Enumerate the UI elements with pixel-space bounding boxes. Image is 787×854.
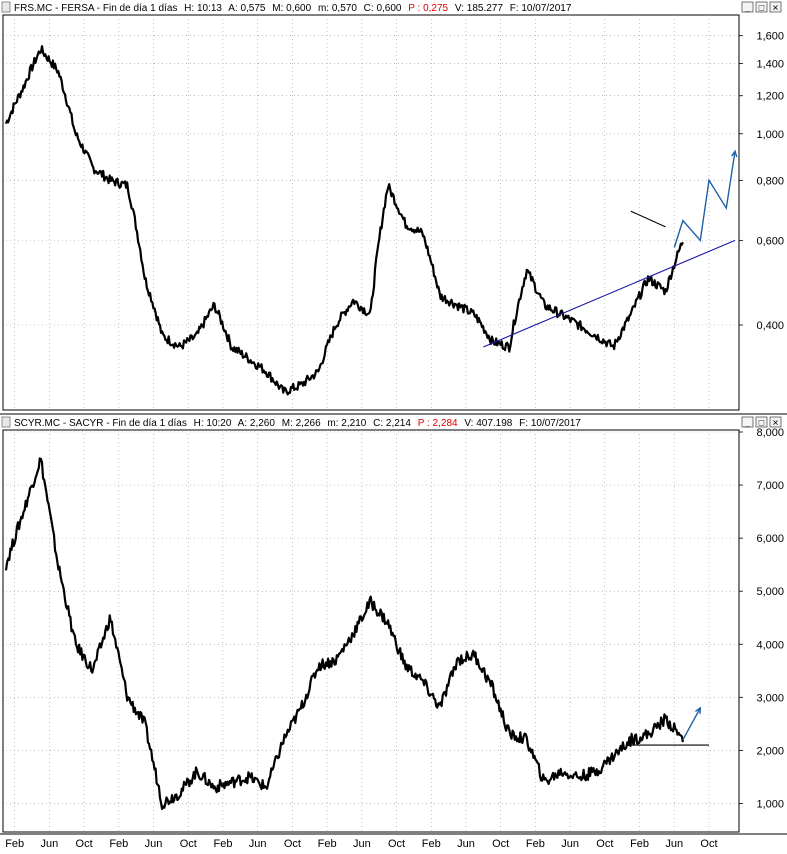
x-tick-label: Oct (700, 838, 717, 849)
arrow-head (731, 149, 738, 158)
x-tick-label: Jun (41, 838, 59, 849)
svg-text:FRS.MC - FERSA - Fin de día 1: FRS.MC - FERSA - Fin de día 1 días H: 10… (14, 3, 572, 14)
x-tick-label: Oct (180, 838, 197, 849)
x-tick-label: Jun (561, 838, 579, 849)
y-tick-label: 6,000 (756, 533, 784, 545)
maximize-button[interactable]: □ (755, 416, 768, 428)
x-tick-label: Oct (76, 838, 93, 849)
header-min: m: 2,210 (327, 418, 366, 429)
svg-text:_: _ (744, 2, 751, 12)
maximize-button[interactable]: □ (755, 1, 768, 13)
svg-text:✕: ✕ (772, 419, 779, 428)
x-tick-label: Feb (630, 838, 649, 849)
header-date: F: 10/07/2017 (510, 3, 572, 14)
ticker-label: SCYR.MC - SACYR - Fin de día 1 días (14, 418, 187, 429)
header-p: P : 2,284 (418, 418, 458, 429)
x-tick-label: Jun (457, 838, 475, 849)
x-tick-label: Feb (526, 838, 545, 849)
y-tick-label: 5,000 (756, 586, 784, 598)
projection-arrow (682, 707, 701, 741)
minimize-button[interactable]: _ (741, 416, 754, 428)
annotations-sacyr (630, 706, 709, 746)
y-tick-label: 3,000 (756, 692, 784, 704)
price-series-fersa (4, 45, 684, 396)
x-tick-label: Jun (145, 838, 163, 849)
x-tick-label: Oct (284, 838, 301, 849)
annotations-fersa (483, 149, 738, 348)
y-tick-label: 1,400 (756, 59, 784, 71)
x-tick-label: Feb (5, 838, 24, 849)
header-close: C: 2,214 (373, 418, 411, 429)
minimize-button[interactable]: _ (741, 1, 754, 13)
panel-frame (2, 14, 740, 411)
header-max: M: 2,266 (282, 418, 321, 429)
x-tick-label: Jun (665, 838, 683, 849)
header-a: A: 2,260 (238, 418, 276, 429)
svg-text:□: □ (759, 418, 765, 428)
triangle-line (630, 210, 666, 228)
x-axis: Feb Jun Oct Feb Jun Oct Feb Jun Oct Feb Jun Oct Feb J… (5, 838, 717, 850)
y-tick-label: 2,000 (756, 745, 784, 757)
arrow-head (695, 706, 702, 714)
panel-header: SCYR.MC - SACYR - Fin de día 1 días H: 1… (1, 416, 782, 429)
y-tick-label: 4,000 (756, 639, 784, 651)
svg-text:□: □ (759, 3, 765, 13)
header-p: P : 0,275 (408, 3, 448, 14)
header-close: C: 0,600 (364, 3, 402, 14)
ticker-label: FRS.MC - FERSA - Fin de día 1 días (14, 3, 177, 14)
header-max: M: 0,600 (272, 3, 311, 14)
x-tick-label: Feb (422, 838, 441, 849)
price-line (4, 45, 684, 396)
y-tick-label: 1,000 (756, 129, 784, 141)
svg-text:SCYR.MC - SACYR - Fin de día 1: SCYR.MC - SACYR - Fin de día 1 días H: 1… (14, 418, 581, 429)
close-button[interactable]: ✕ (769, 1, 782, 13)
y-tick-label: 0,800 (756, 175, 784, 187)
y-tick-label: 7,000 (756, 480, 784, 492)
svg-text:_: _ (744, 417, 751, 427)
y-tick-label: 1,200 (756, 91, 784, 103)
price-line (4, 457, 684, 810)
header-volume: V: 407.198 (464, 418, 512, 429)
close-button[interactable]: ✕ (769, 416, 782, 428)
x-tick-label: Jun (353, 838, 371, 849)
y-tick-label: 8,000 (756, 427, 784, 439)
header-volume: V: 185.277 (455, 3, 503, 14)
header-h: H: 10:20 (194, 418, 232, 429)
y-axis-top: 0,400 0,600 0,800 1,000 1,200 1,400 1,600 (739, 31, 784, 332)
y-tick-label: 1,000 (756, 798, 784, 810)
y-tick-label: 0,600 (756, 235, 784, 247)
x-tick-label: Feb (213, 838, 232, 849)
header-date: F: 10/07/2017 (519, 418, 581, 429)
panel-header: FRS.MC - FERSA - Fin de día 1 días H: 10… (1, 1, 782, 14)
panel-frame (2, 429, 740, 833)
header-h: H: 10:13 (184, 3, 222, 14)
x-tick-label: Feb (109, 838, 128, 849)
y-tick-label: 0,400 (756, 320, 784, 332)
y-tick-label: 1,600 (756, 31, 784, 43)
x-tick-label: Oct (596, 838, 613, 849)
projection-arrow (673, 151, 736, 248)
price-series-sacyr (4, 457, 684, 810)
header-min: m: 0,570 (318, 3, 357, 14)
trendline (483, 239, 736, 348)
grid-bottom (6, 430, 738, 832)
svg-text:✕: ✕ (772, 4, 779, 13)
x-tick-label: Oct (388, 838, 405, 849)
header-a: A: 0,575 (228, 3, 266, 14)
y-axis-bottom: 1,000 2,000 3,000 4,000 5,000 6,000 7,000 8,000 (739, 427, 784, 810)
x-tick-label: Oct (492, 838, 509, 849)
x-tick-label: Feb (318, 838, 337, 849)
x-tick-label: Jun (249, 838, 267, 849)
